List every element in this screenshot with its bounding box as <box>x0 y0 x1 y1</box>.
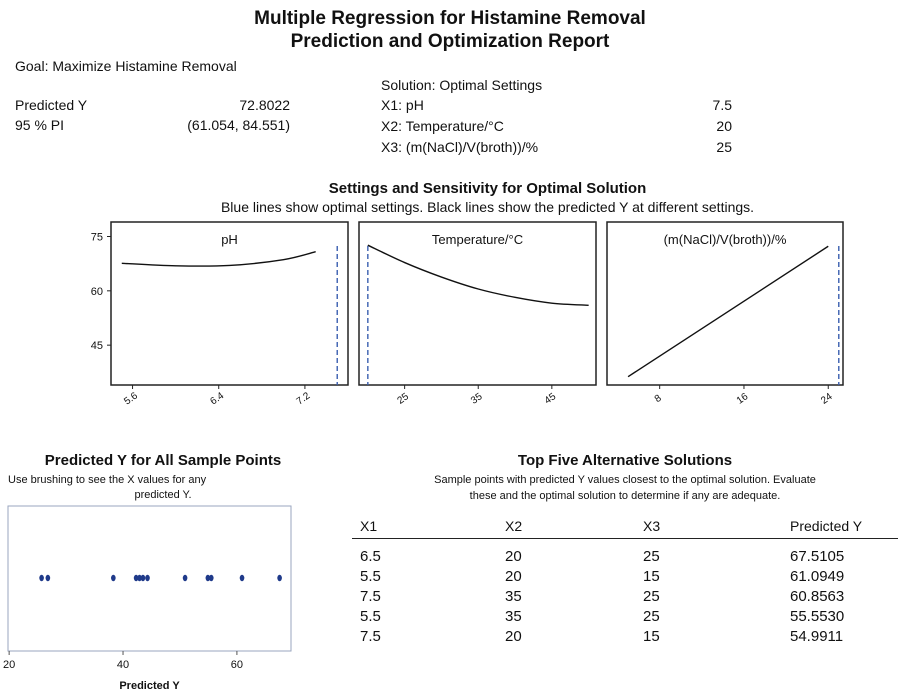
sample-point <box>205 574 211 582</box>
sample-point <box>145 574 150 582</box>
sensitivity-title: Settings and Sensitivity for Optimal Sol… <box>328 180 647 197</box>
predicted-y-value: 72.8022 <box>239 97 290 113</box>
x-tick-label-nacl: 16 <box>735 391 751 407</box>
x-tick-label-nacl: 24 <box>819 391 835 407</box>
y-tick-label: 45 <box>91 340 103 352</box>
predicted-y-dotplot: 20 40 60 Predicted Y <box>3 505 292 692</box>
table-cell: 60.8563 <box>790 588 845 605</box>
sensitivity-charts: pH 5.6 6.4 7.2 Temperature/°C 25 35 45 (m(NaCl)/… <box>91 221 844 407</box>
predicted-y-curve-nacl <box>627 245 829 378</box>
sample-point <box>239 574 245 582</box>
scatter-x-tick-label: 40 <box>117 659 129 671</box>
scatter-note-line2: predicted Y. <box>134 489 192 501</box>
table-cell: 6.5 <box>360 548 381 565</box>
setting-x2-value: 20 <box>716 118 732 134</box>
setting-x3-label: X3: (m(NaCl)/V(broth))/% <box>381 139 539 155</box>
table-cell: 25 <box>643 548 660 565</box>
scatter-note-line1: Use brushing to see the X values for any <box>8 474 207 486</box>
table-cell: 67.5105 <box>790 548 845 565</box>
sample-point <box>45 574 51 582</box>
table-cell: 55.5530 <box>790 608 845 625</box>
table-cell: 54.9911 <box>790 628 844 645</box>
x-tick-label-temperature: 25 <box>395 391 411 407</box>
panel-title-nacl: (m(NaCl)/V(broth))/% <box>664 232 787 247</box>
table-cell: 20 <box>505 568 522 585</box>
predicted-y-curve-ph <box>121 251 316 267</box>
alternatives-title: Top Five Alternative Solutions <box>517 452 733 469</box>
table-header-rule <box>352 538 898 539</box>
scatter-title: Predicted Y for All Sample Points <box>44 452 282 469</box>
table-cell: 20 <box>505 548 522 565</box>
predicted-y-label: Predicted Y <box>15 97 88 113</box>
sensitivity-subtitle: Blue lines show optimal settings. Black … <box>220 199 755 215</box>
setting-x2-label: X2: Temperature/°C <box>381 118 504 134</box>
sample-point <box>140 574 146 582</box>
report-title-line1: Multiple Regression for Histamine Remova… <box>254 8 646 29</box>
panel-title-temperature: Temperature/°C <box>432 232 523 247</box>
scatter-x-tick-label: 20 <box>3 659 15 671</box>
table-cell: 61.0949 <box>790 568 845 585</box>
sample-point <box>133 574 139 582</box>
panel-frame-nacl <box>606 221 844 386</box>
x-tick-label-temperature: 35 <box>469 391 485 407</box>
table-cell: 5.5 <box>360 608 381 625</box>
y-tick-label: 75 <box>91 231 103 243</box>
table-cell: 20 <box>505 628 522 645</box>
table-cell: 35 <box>505 608 522 625</box>
x-tick-label-ph: 7.2 <box>295 390 313 407</box>
scatter-x-tick-label: 60 <box>231 659 243 671</box>
table-header-cell: Predicted Y <box>790 518 863 534</box>
scatter-x-axis-label: Predicted Y <box>119 680 180 692</box>
goal-text: Goal: Maximize Histamine Removal <box>15 58 237 74</box>
setting-x3-value: 25 <box>716 139 732 155</box>
solution-heading: Solution: Optimal Settings <box>381 77 543 93</box>
pi-value: (61.054, 84.551) <box>187 117 290 133</box>
table-cell: 25 <box>643 608 660 625</box>
panel-frame-ph <box>110 221 349 386</box>
y-tick-label: 60 <box>91 286 103 298</box>
table-header-cell: X2 <box>505 518 523 534</box>
sample-point <box>182 574 188 582</box>
table-cell: 15 <box>643 568 660 585</box>
sample-point <box>208 574 214 582</box>
table-header-cell: X1 <box>360 518 378 534</box>
table-cell: 7.5 <box>360 628 381 645</box>
setting-x1-label: X1: pH <box>381 97 424 113</box>
report-title-line2: Prediction and Optimization Report <box>290 31 610 52</box>
panel-title-ph: pH <box>221 232 238 247</box>
table-cell: 35 <box>505 588 522 605</box>
table-cell: 5.5 <box>360 568 381 585</box>
table-cell: 7.5 <box>360 588 381 605</box>
sample-point <box>111 574 116 582</box>
alternatives-note-line1: Sample points with predicted Y values cl… <box>434 474 816 486</box>
pi-label: 95 % PI <box>15 117 65 133</box>
alternatives-note-line2: these and the optimal solution to determ… <box>469 490 781 502</box>
setting-x1-value: 7.5 <box>712 97 732 113</box>
predicted-y-curve-temperature <box>367 244 589 307</box>
table-header-cell: X3 <box>643 518 661 534</box>
sample-point <box>277 574 282 582</box>
x-tick-label-temperature: 45 <box>543 391 559 407</box>
x-tick-label-nacl: 8 <box>653 393 664 405</box>
sample-point <box>39 574 44 582</box>
sample-point <box>137 574 142 582</box>
x-tick-label-ph: 6.4 <box>208 390 226 407</box>
table-cell: 25 <box>643 588 660 605</box>
x-tick-label-ph: 5.6 <box>122 390 140 407</box>
table-cell: 15 <box>643 628 660 645</box>
